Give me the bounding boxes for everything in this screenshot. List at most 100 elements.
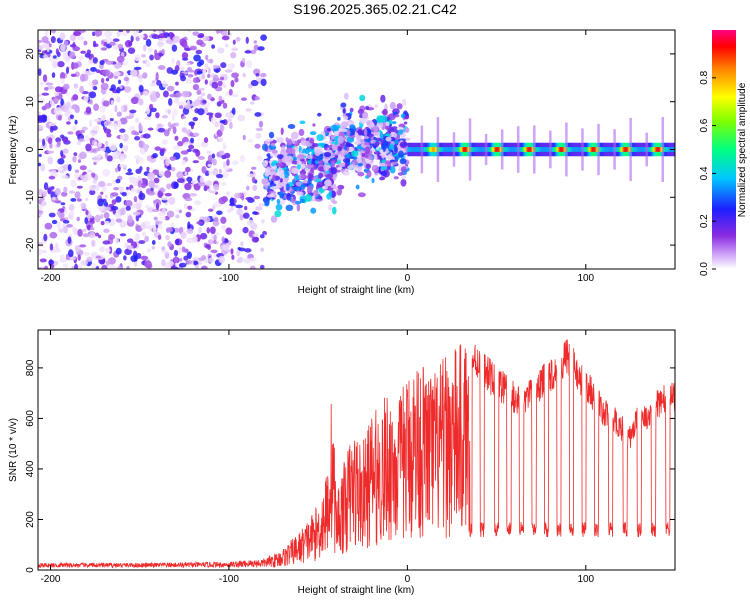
heat-cell <box>204 143 209 148</box>
heat-cell <box>155 91 160 98</box>
heat-cell <box>38 188 44 196</box>
heat-cell <box>62 220 70 224</box>
heat-cell <box>373 136 377 140</box>
heat-cell <box>231 160 239 166</box>
heat-cell <box>241 57 246 64</box>
heat-cell <box>589 147 592 152</box>
heat-cell <box>173 181 179 189</box>
heat-cell <box>251 166 257 170</box>
heat-cell <box>476 147 479 152</box>
heat-cell <box>255 73 260 77</box>
heat-cell <box>144 260 152 269</box>
heat-cell <box>464 147 466 152</box>
heat-cell <box>366 170 372 178</box>
y-tick-label: 0 <box>25 146 36 152</box>
heat-cell <box>446 147 449 152</box>
heat-cell <box>214 112 222 119</box>
heat-cell <box>87 169 93 173</box>
heat-cell <box>126 30 131 34</box>
heat-cell <box>116 96 121 103</box>
heat-cell <box>297 154 305 160</box>
heat-cell <box>575 147 578 152</box>
heat-cell <box>653 147 656 152</box>
heat-cell <box>160 187 164 192</box>
heat-cell <box>250 49 257 55</box>
heat-cell <box>349 124 356 130</box>
heat-cell <box>246 219 255 226</box>
heat-cell <box>357 171 365 177</box>
heat-cell <box>620 147 623 152</box>
heat-cell <box>601 147 603 152</box>
heat-cell <box>287 123 296 130</box>
heat-cell <box>213 252 218 258</box>
heat-cell <box>606 147 609 152</box>
heat-cell <box>72 226 76 232</box>
heat-cell <box>306 185 313 194</box>
heat-cell <box>48 175 56 180</box>
heat-cell <box>38 68 42 77</box>
heat-cell <box>132 211 141 216</box>
y-tick-label: 600 <box>25 410 36 427</box>
heat-cell <box>239 155 246 163</box>
heat-cell <box>91 239 95 247</box>
heat-cell <box>399 158 407 165</box>
heat-cell <box>611 147 614 152</box>
heat-cell <box>379 176 386 181</box>
heat-cell <box>623 147 626 152</box>
heat-cell <box>51 219 58 225</box>
heat-cell <box>149 94 156 101</box>
heat-cell <box>219 76 225 81</box>
heat-cell <box>179 105 184 109</box>
heat-cell <box>100 220 105 226</box>
heat-cell <box>258 202 265 207</box>
heat-cell <box>621 147 624 152</box>
heat-cell <box>391 161 398 165</box>
heat-cell <box>170 167 176 172</box>
heat-cell <box>401 175 407 180</box>
heat-cell <box>38 138 43 143</box>
heat-cell <box>346 129 351 137</box>
heat-cell <box>93 141 98 147</box>
heat-cell <box>158 171 165 177</box>
heat-cell <box>444 147 447 152</box>
heat-cell <box>135 36 140 42</box>
heat-cell <box>175 214 180 219</box>
heat-cell <box>534 147 537 152</box>
heat-cell <box>206 112 214 116</box>
heat-cell <box>408 147 411 152</box>
heat-cell <box>175 81 179 86</box>
heat-cell <box>633 147 636 152</box>
heat-cell <box>93 86 98 91</box>
heat-cell <box>44 86 49 91</box>
heat-cell <box>161 207 166 215</box>
heat-cell <box>634 147 637 152</box>
snr-x-ticks: -200 -100 0 100 <box>40 330 595 585</box>
heat-cell <box>586 147 588 152</box>
heat-cell <box>345 143 353 147</box>
heat-cell <box>491 147 494 152</box>
heat-cell <box>385 155 392 160</box>
heat-cell <box>283 170 290 179</box>
heat-cell <box>244 50 252 54</box>
heat-cell <box>138 122 142 131</box>
colorbar-tick-label: 0.0 <box>699 262 710 276</box>
heat-cell <box>207 73 211 78</box>
heat-cell <box>137 180 142 188</box>
heat-cell <box>50 186 55 190</box>
heat-cell <box>558 147 561 152</box>
heat-cell <box>192 235 198 243</box>
heat-cell <box>84 52 91 58</box>
heat-cell <box>397 172 404 176</box>
heat-cell <box>175 262 179 267</box>
heat-cell <box>95 69 101 74</box>
heat-cell <box>138 34 145 39</box>
heat-cell <box>38 162 42 167</box>
heat-cell <box>217 137 224 142</box>
heat-cell <box>94 214 101 223</box>
heat-cell <box>52 98 59 103</box>
heat-cell <box>305 148 311 155</box>
heat-cell <box>60 134 65 139</box>
heat-cell <box>613 129 616 170</box>
heat-cell <box>119 117 128 125</box>
heat-cell <box>264 185 268 190</box>
